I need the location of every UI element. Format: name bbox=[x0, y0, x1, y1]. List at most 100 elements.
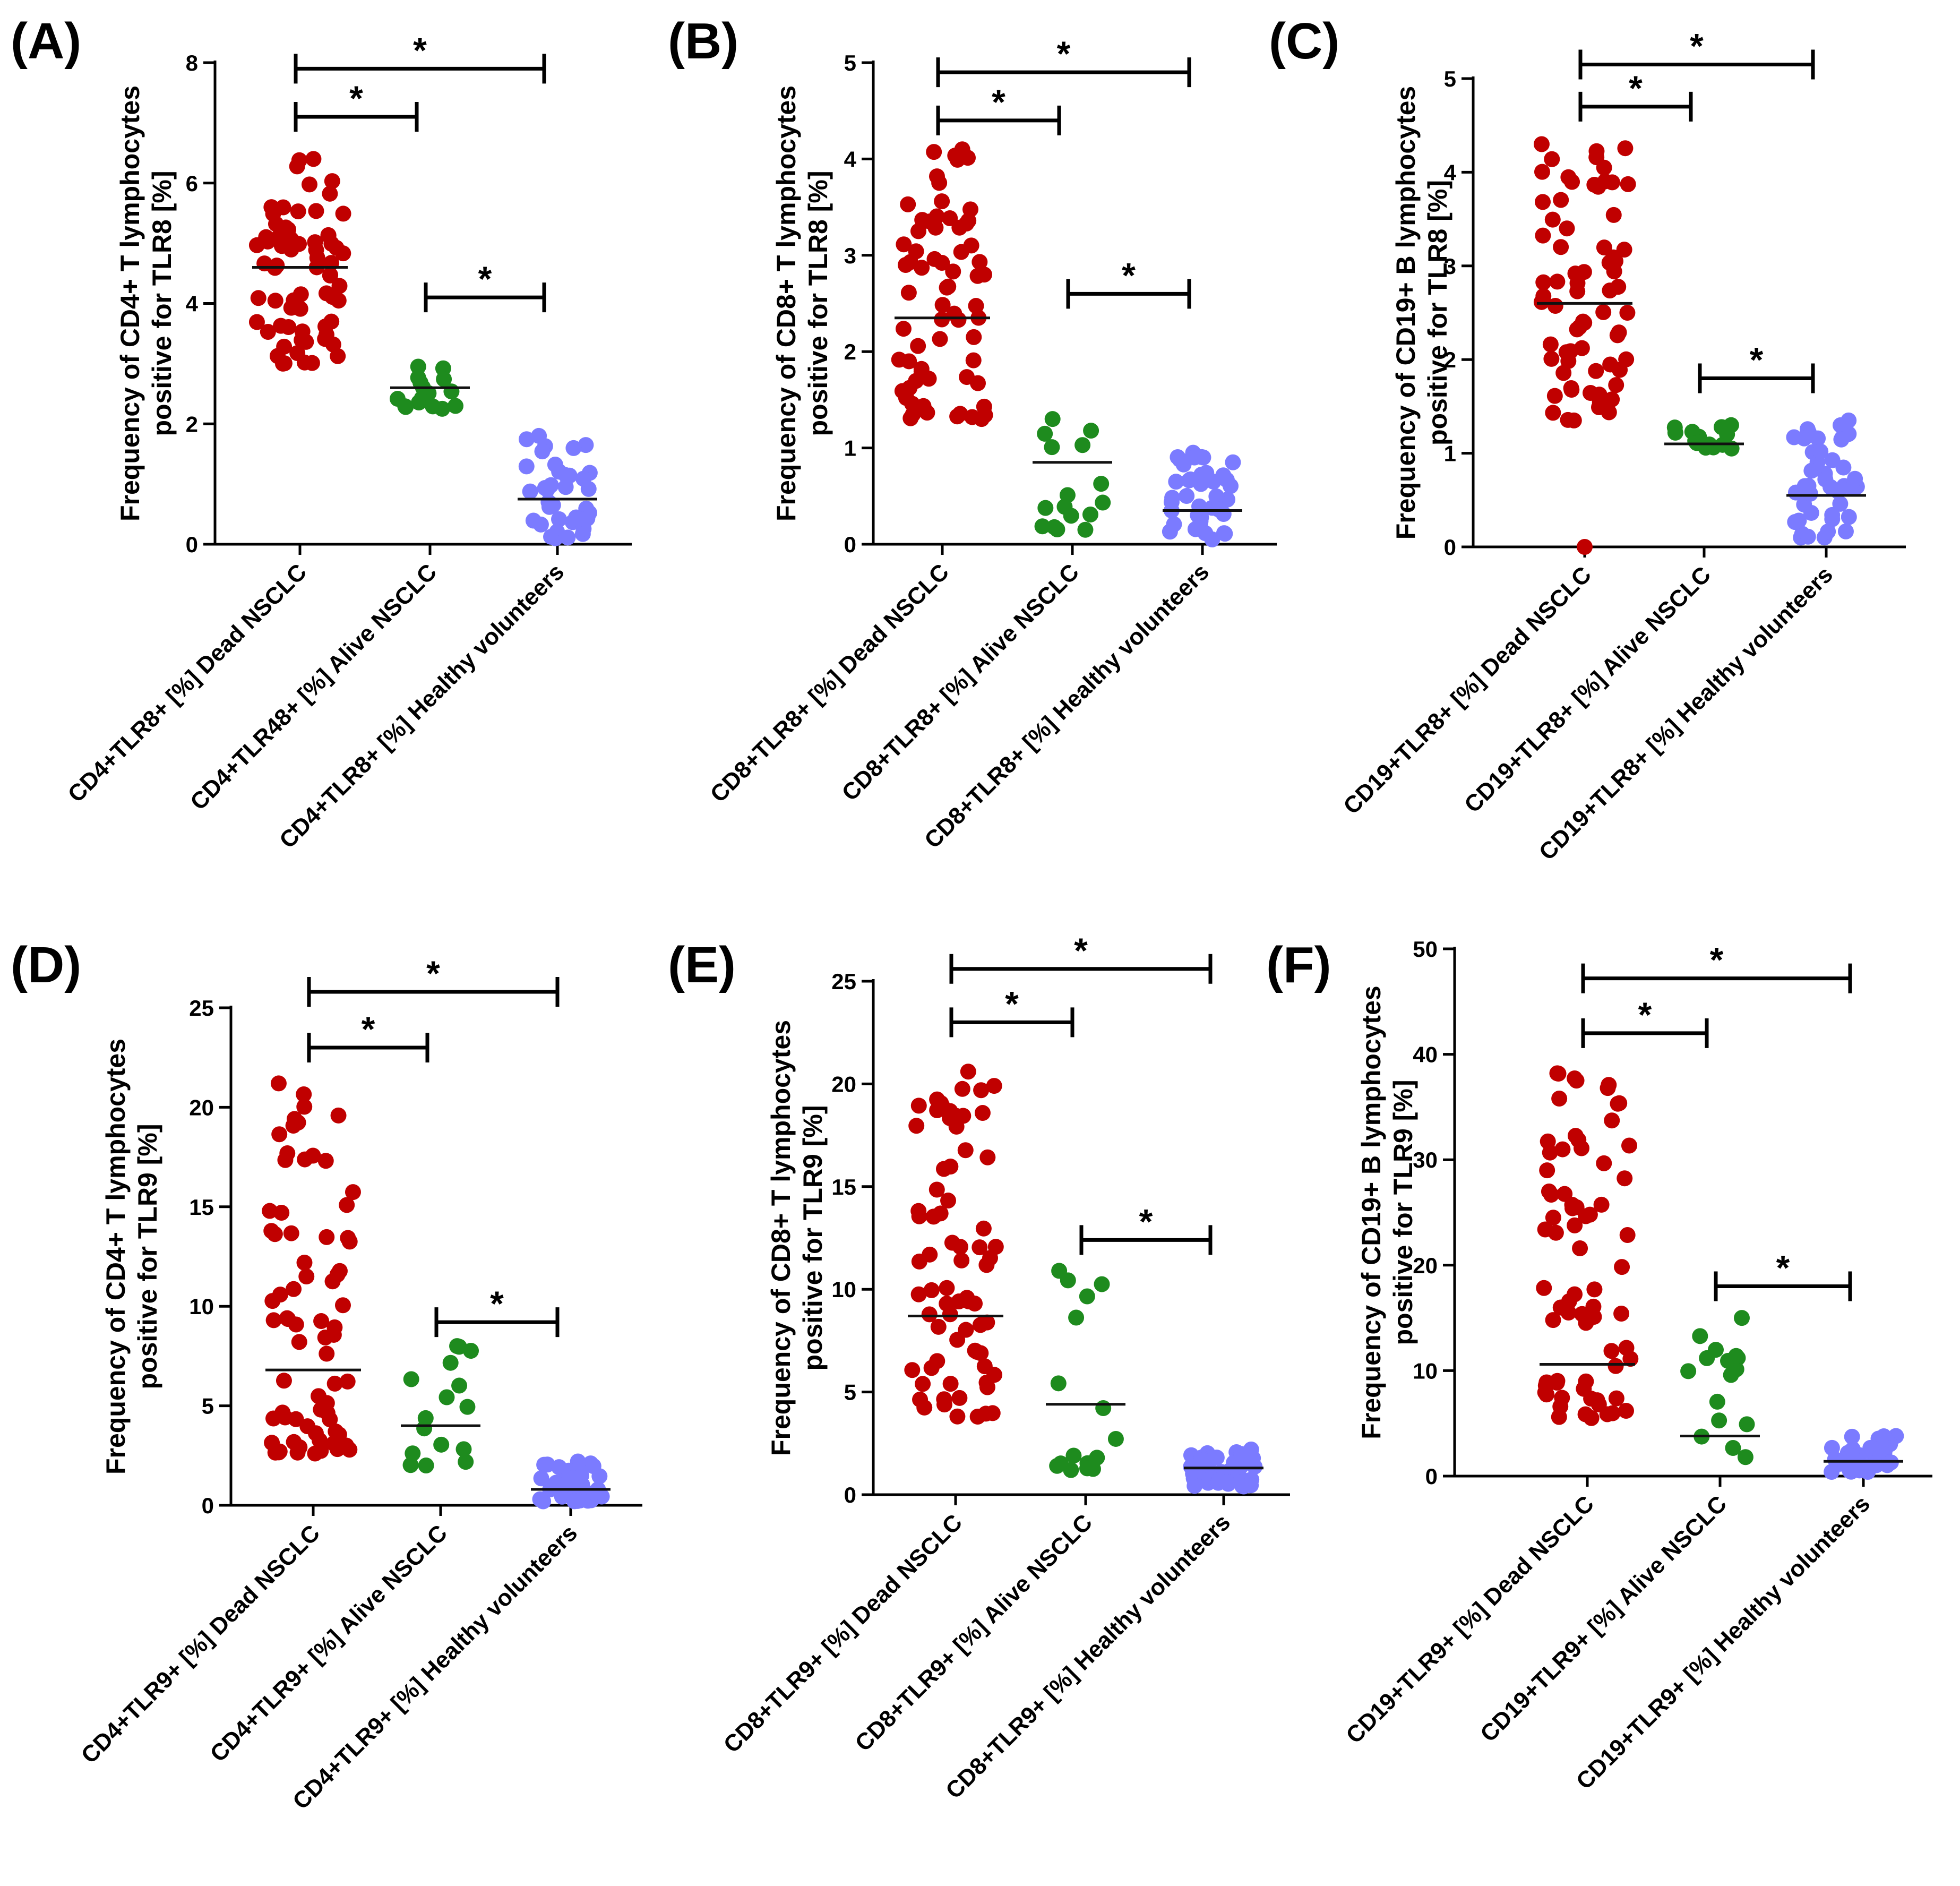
panel-a-data-point bbox=[543, 477, 559, 493]
panel-a-data-point bbox=[250, 290, 267, 306]
panel-d-data-point bbox=[272, 1287, 288, 1303]
panel-a-data-point bbox=[557, 467, 574, 483]
panel-b-data-point bbox=[965, 352, 982, 368]
panel-a-data-point bbox=[547, 456, 563, 473]
panel-e-data-point bbox=[921, 1306, 938, 1323]
panel-b-ytick-label: 3 bbox=[844, 243, 856, 268]
panel-c-data-point bbox=[1535, 288, 1552, 304]
panel-f-data-point bbox=[1875, 1437, 1891, 1454]
panel-e-data-point bbox=[1050, 1375, 1067, 1392]
panel-d-data-point bbox=[297, 1151, 313, 1168]
panel-f-ytick-label: 0 bbox=[1425, 1464, 1438, 1489]
panel-b-data-point bbox=[1034, 518, 1051, 535]
panel-c-data-point bbox=[1796, 478, 1813, 494]
panel-e-data-point bbox=[951, 1390, 968, 1406]
panel-f-data-point bbox=[1576, 1381, 1592, 1397]
panel-c-data-point bbox=[1542, 336, 1559, 353]
panel-c-data-point bbox=[1847, 470, 1863, 487]
panel-d-data-point bbox=[403, 1371, 419, 1387]
panel-a-data-point bbox=[304, 355, 320, 371]
panel-c-data-point bbox=[1608, 377, 1624, 393]
panel-c-data-point bbox=[1534, 194, 1551, 210]
panel-c-data-point bbox=[1533, 136, 1550, 152]
panel-c-data-point bbox=[1835, 459, 1852, 476]
panel-e-data-point bbox=[915, 1376, 931, 1392]
panel-b-data-point bbox=[1164, 490, 1181, 506]
panel-c-data-point bbox=[1535, 274, 1552, 290]
panel-c-data-point bbox=[1592, 393, 1608, 410]
panel-e-data-point bbox=[974, 1105, 991, 1121]
panel-d-data-point bbox=[330, 1107, 347, 1124]
panel-a-significance-star: * bbox=[349, 79, 363, 118]
panel-f-data-point bbox=[1618, 1340, 1635, 1356]
panel-c-data-point bbox=[1810, 430, 1826, 447]
panel-a-data-point bbox=[397, 398, 414, 415]
panel-c-data-point bbox=[1549, 273, 1566, 290]
panel-b-data-point bbox=[1059, 487, 1076, 503]
panel-b-data-point bbox=[1162, 524, 1178, 540]
panel-a-ytick-label: 2 bbox=[186, 412, 198, 436]
panel-d-data-point bbox=[326, 1375, 343, 1392]
panel-d-data-point bbox=[331, 1263, 348, 1279]
panel-f-data-point bbox=[1545, 1210, 1561, 1226]
panel-a-ylabel-line-2: positive for TLR8 [%] bbox=[147, 170, 177, 436]
panel-c-data-point bbox=[1546, 388, 1563, 404]
panel-e-data-point bbox=[949, 1408, 966, 1425]
panel-d-data-point bbox=[279, 1145, 296, 1162]
panel-a-data-point bbox=[308, 203, 324, 219]
panel-c-data-point bbox=[1588, 363, 1604, 379]
panel-c-data-point bbox=[1705, 439, 1722, 456]
panel-c-ylabel-line-1: Frequency of CD19+ B lymphocytes bbox=[1391, 86, 1421, 539]
panel-f-ytick-label: 30 bbox=[1413, 1147, 1438, 1172]
panel-f: (F) Frequency of CD19+ B lymphocytes posit… bbox=[1266, 937, 1932, 1795]
panel-c-data-point bbox=[1617, 140, 1634, 157]
panel-b: (B) Frequency of CD8+ T lymphocytes positi… bbox=[668, 13, 1277, 853]
panel-e-data-point bbox=[986, 1078, 1002, 1094]
panel-a-data-point bbox=[260, 323, 276, 340]
panel-e-data-point bbox=[1219, 1474, 1235, 1491]
panel-a-data-point bbox=[248, 314, 265, 330]
panel-e-data-point bbox=[940, 1193, 957, 1209]
panel-b-data-point bbox=[897, 257, 914, 273]
panel-e-data-point bbox=[930, 1318, 947, 1335]
panel-a-data-point bbox=[448, 398, 464, 414]
panel-e-data-point bbox=[1107, 1430, 1124, 1447]
panel-a-data-point bbox=[320, 227, 337, 243]
panel-e-data-point bbox=[1060, 1272, 1076, 1289]
panel-d-data-point bbox=[533, 1470, 549, 1487]
panel-b-ylabel-line-1: Frequency of CD8+ T lymphocytes bbox=[771, 85, 801, 521]
panel-a-data-point bbox=[335, 205, 351, 222]
panel-b-data-point bbox=[1037, 425, 1053, 442]
panel-f-data-point bbox=[1619, 1227, 1636, 1244]
panel-d-data-point bbox=[296, 1254, 313, 1271]
panel-d-data-point bbox=[463, 1343, 479, 1359]
panel-c-data-point bbox=[1611, 324, 1627, 341]
panel-a-category-label: CD4+TLR8+ [%] Dead NSCLC bbox=[63, 559, 312, 808]
panel-d-data-point bbox=[307, 1425, 324, 1442]
panel-a-data-point bbox=[308, 242, 324, 258]
panel-b-data-point bbox=[1182, 471, 1199, 487]
panel-c-data-point bbox=[1605, 207, 1622, 223]
panel-e-data-point bbox=[957, 1142, 974, 1159]
panel-e-significance-star: * bbox=[1139, 1202, 1153, 1241]
panel-e-data-point bbox=[960, 1293, 977, 1309]
panel-e-data-point bbox=[929, 1181, 945, 1198]
panel-e-data-point bbox=[910, 1203, 927, 1219]
panel-d-significance-star: * bbox=[362, 1009, 375, 1049]
panel-a-data-point bbox=[522, 483, 538, 500]
panel-a-data-point bbox=[534, 443, 551, 460]
panel-b-letter: (B) bbox=[668, 13, 738, 70]
panel-b-ytick-label: 1 bbox=[844, 436, 856, 461]
panel-f-data-point bbox=[1617, 1170, 1633, 1187]
panel-d-significance-star: * bbox=[490, 1284, 504, 1323]
panel-b-data-point bbox=[929, 168, 945, 185]
panel-d-data-point bbox=[339, 1197, 355, 1213]
panel-f-ylabel-line-1: Frequency of CD19+ B lymphocytes bbox=[1356, 985, 1386, 1439]
panel-c-data-point bbox=[1833, 431, 1850, 448]
panel-d-data-point bbox=[334, 1297, 351, 1314]
panel-e-data-point bbox=[929, 1102, 945, 1118]
panel-f-data-point bbox=[1601, 1077, 1617, 1093]
panel-a-significance-star: * bbox=[478, 259, 492, 298]
panel-e-data-point bbox=[1234, 1478, 1251, 1494]
panel-d-ylabel-line-2: positive for TLR9 [%] bbox=[133, 1124, 162, 1389]
